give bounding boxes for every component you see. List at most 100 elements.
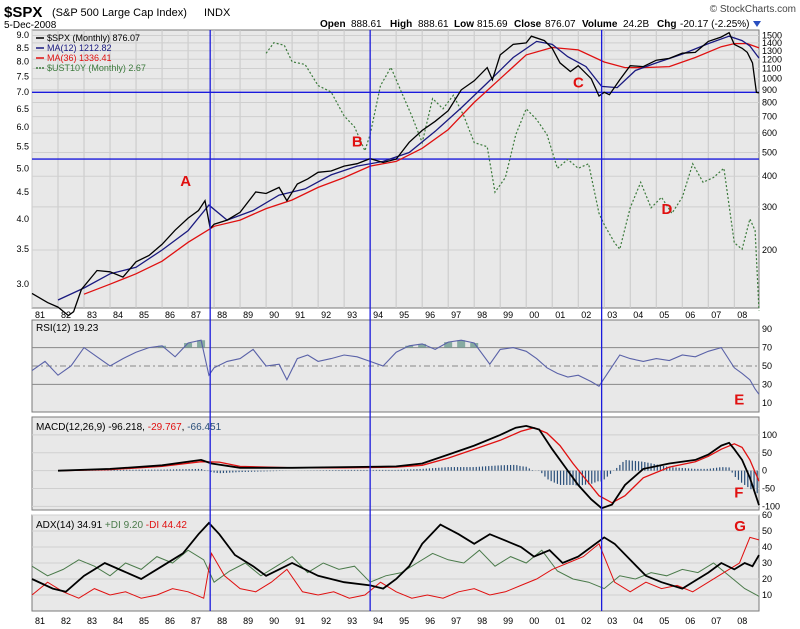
x-tick-label: 95 [399, 616, 409, 626]
right-tick-label: 1500 [762, 31, 782, 41]
x-tick-label: 92 [321, 616, 331, 626]
annotation-f: F [734, 484, 743, 501]
chg-label: Chg [657, 19, 676, 30]
adx-tick-label: 30 [762, 558, 772, 568]
price-panel: 200 300 400 500 600 700 800 9001000110012001300… [16, 29, 782, 317]
close-value: 876.07 [545, 19, 576, 30]
x-tick-label: 87 [191, 310, 201, 320]
annotation-g: G [734, 518, 746, 535]
rsi-overbought-fill [470, 343, 479, 348]
x-tick-label: 05 [659, 310, 669, 320]
x-axis-bottom: 81 82 83 84 85 86 87 88 89 90 91 92 93 94 95 96 97 98 99 00… [35, 616, 747, 626]
open-value: 888.61 [351, 19, 382, 30]
macd-title-part: , [142, 422, 148, 433]
annotation-b: B [352, 133, 363, 150]
series-ma36 [83, 42, 760, 295]
rsi-overbought-fill [444, 342, 453, 348]
x-tick-label: 00 [529, 310, 539, 320]
chart-symbol: $SPX [4, 4, 42, 21]
left-tick-label: 5.0 [16, 163, 29, 173]
x-tick-label: 94 [373, 310, 383, 320]
chevron-down-icon[interactable] [753, 21, 761, 27]
brand-label[interactable]: © StockCharts.com [710, 4, 796, 15]
x-tick-label: 05 [659, 616, 669, 626]
x-tick-label: 03 [607, 616, 617, 626]
series-plus-di [31, 549, 760, 597]
x-tick-label: 06 [685, 310, 695, 320]
x-tick-label: 90 [269, 310, 279, 320]
x-tick-label: 06 [685, 616, 695, 626]
legend-label: $UST10Y (Monthly) 2.67 [47, 63, 146, 73]
right-tick-label: 900 [762, 85, 777, 95]
x-tick-label: 04 [633, 616, 643, 626]
x-tick-label: 97 [451, 616, 461, 626]
adx-tick-label: 50 [762, 526, 772, 536]
chart-exchange: INDX [204, 7, 231, 19]
series-rsi [31, 339, 760, 395]
rsi-overbought-fill [418, 343, 427, 348]
x-tick-label: 04 [633, 310, 643, 320]
ohlc-summary: Open 888.61 High 888.61 Low 815.69 Close… [320, 19, 761, 30]
x-tick-label: 07 [711, 310, 721, 320]
legend-label: MA(36) 1336.41 [47, 53, 112, 63]
x-tick-label: 81 [35, 616, 45, 626]
macd-title-part: -66.451 [187, 422, 221, 433]
rsi-overbought-fill [457, 340, 466, 348]
x-tick-label: 87 [191, 616, 201, 626]
rsi-tick-label: 90 [762, 324, 772, 334]
x-tick-label: 03 [607, 310, 617, 320]
right-tick-label: 400 [762, 171, 777, 181]
x-tick-label: 07 [711, 616, 721, 626]
rsi-overbought-fill [197, 340, 206, 348]
rsi-overbought-fill [405, 345, 414, 348]
x-tick-label: 91 [295, 616, 305, 626]
x-tick-label: 99 [503, 616, 513, 626]
right-tick-label: 1300 [762, 46, 782, 56]
rsi-tick-label: 50 [762, 361, 772, 371]
x-tick-label: 91 [295, 310, 305, 320]
left-tick-label: 3.0 [16, 279, 29, 289]
x-tick-label: 93 [347, 310, 357, 320]
x-tick-label: 84 [113, 616, 123, 626]
x-tick-label: 90 [269, 616, 279, 626]
x-tick-label: 02 [581, 616, 591, 626]
x-tick-label: 98 [477, 310, 487, 320]
left-tick-label: 7.0 [16, 87, 29, 97]
right-tick-label: 800 [762, 97, 777, 107]
right-tick-label: 1100 [762, 64, 781, 74]
chg-value: -20.17 (-2.25%) [680, 19, 749, 30]
macd-tick-label: 0 [762, 466, 767, 476]
x-tick-label: 98 [477, 616, 487, 626]
right-tick-label: 200 [762, 245, 777, 255]
series-macd-signal [57, 427, 760, 504]
left-tick-label: 9.0 [16, 30, 29, 40]
x-tick-label: 08 [737, 616, 747, 626]
annotation-a: A [180, 173, 191, 190]
x-tick-label: 95 [399, 310, 409, 320]
price-panel-bg [31, 29, 760, 309]
x-tick-label: 97 [451, 310, 461, 320]
macd-tick-label: 100 [762, 430, 777, 440]
macd-tick-label: -100 [762, 501, 780, 511]
x-tick-label: 83 [87, 616, 97, 626]
macd-title-part: -29.767 [148, 422, 182, 433]
annotation-d: D [661, 201, 672, 218]
adx-tick-label: 20 [762, 574, 772, 584]
chart-date: 5-Dec-2008 [4, 20, 57, 31]
rsi-tick-label: 70 [762, 343, 772, 353]
x-tick-label: 83 [87, 310, 97, 320]
series-adx [31, 521, 760, 593]
rsi-title: RSI(12) 19.23 [36, 323, 99, 334]
x-tick-label: 01 [555, 310, 565, 320]
adx-title-part: 34.91 [77, 520, 102, 531]
adx-title-part: ADX(14) [36, 520, 77, 531]
macd-panel: 100 50 0 -50 -100 [31, 416, 780, 511]
x-tick-label: 92 [321, 310, 331, 320]
x-tick-label: 86 [165, 310, 175, 320]
x-tick-label: 86 [165, 616, 175, 626]
adx-title-part: 9.20 [124, 520, 144, 531]
macd-panel-bg [31, 416, 760, 511]
series-ust10y [265, 42, 760, 311]
left-tick-label: 5.5 [16, 142, 29, 152]
